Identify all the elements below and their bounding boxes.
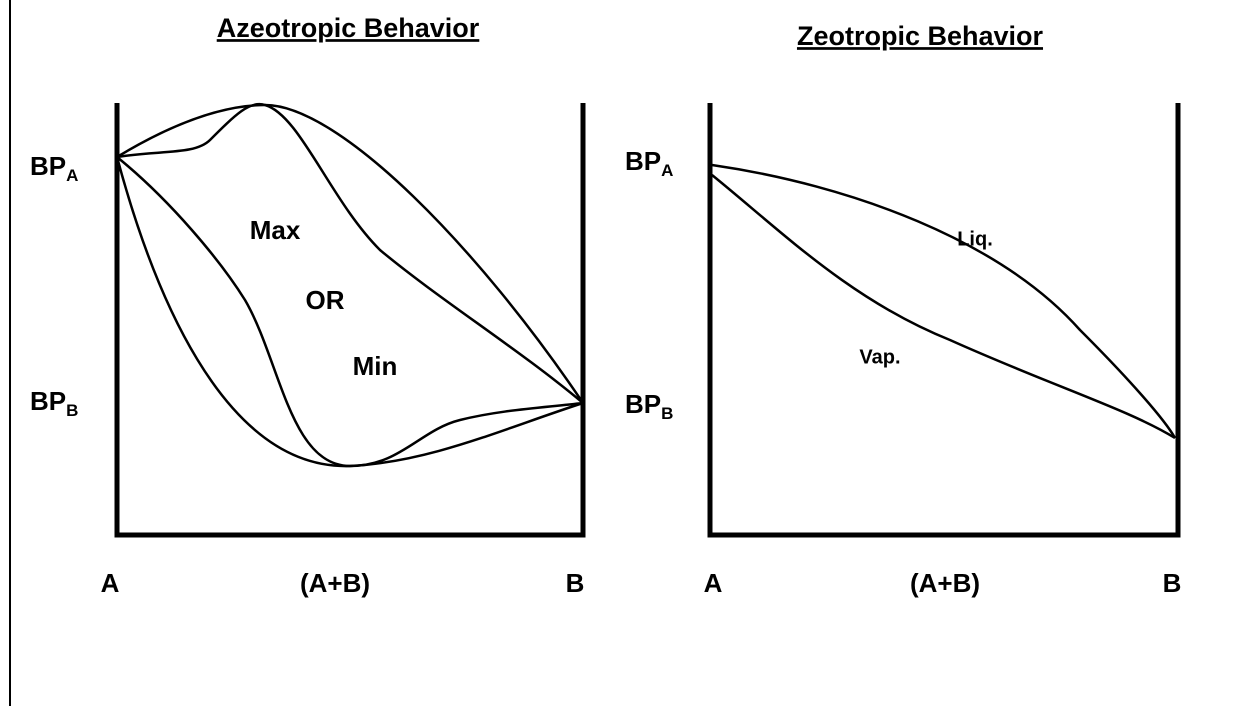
- panel-title: Zeotropic Behavior: [797, 21, 1044, 51]
- label-main: BP: [30, 151, 66, 181]
- x-label: A: [101, 568, 120, 598]
- label-main: BP: [625, 389, 661, 419]
- azeotropic-panel: Azeotropic Behavior BPA BPB A (A+B) B Ma…: [30, 13, 586, 598]
- label-sub: B: [66, 401, 78, 420]
- label-main: BP: [625, 146, 661, 176]
- x-label: B: [566, 568, 585, 598]
- annotation: Vap.: [859, 346, 900, 368]
- label-sub: A: [661, 161, 673, 180]
- curve: [116, 103, 585, 404]
- x-label: B: [1163, 568, 1182, 598]
- curve: [115, 156, 584, 468]
- label-sub: B: [661, 404, 673, 423]
- x-label: (A+B): [300, 568, 370, 598]
- y-label: BPB: [625, 389, 673, 424]
- annotation: Liq.: [957, 228, 993, 250]
- y-label: BPB: [30, 386, 78, 421]
- zeotropic-panel: Zeotropic Behavior BPA BPB A (A+B) B Liq…: [625, 21, 1181, 598]
- x-label: A: [704, 568, 723, 598]
- annotation: Min: [353, 351, 398, 381]
- panel-title: Azeotropic Behavior: [217, 13, 480, 43]
- vapor-curve: [711, 174, 1176, 440]
- y-label: BPA: [625, 146, 673, 181]
- curve: [116, 156, 584, 468]
- x-label: (A+B): [910, 568, 980, 598]
- annotation: Max: [250, 215, 301, 245]
- axes: [114, 103, 586, 538]
- label-main: BP: [30, 386, 66, 416]
- y-label: BPA: [30, 151, 78, 186]
- curve: [116, 102, 584, 404]
- annotation: OR: [306, 285, 345, 315]
- label-sub: A: [66, 166, 78, 185]
- axes: [707, 103, 1181, 538]
- liquid-curve: [711, 163, 1177, 439]
